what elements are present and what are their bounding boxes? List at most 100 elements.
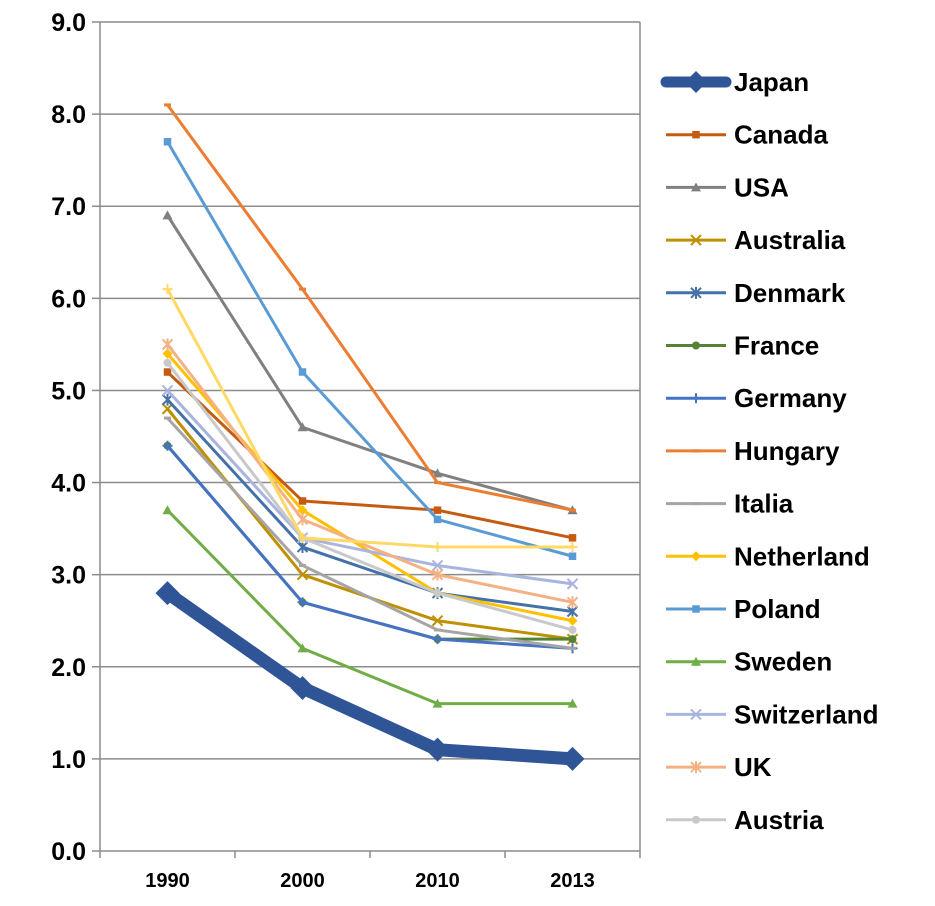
data-point (431, 615, 444, 627)
data-point (155, 581, 180, 606)
y-tick-label: 1.0 (51, 746, 86, 774)
data-point (298, 497, 307, 505)
legend-label: USA (734, 172, 789, 202)
data-point (567, 698, 578, 708)
legend-item-hungary: Hungary (666, 436, 840, 466)
series-line (166, 140, 574, 558)
series-switzerland (161, 384, 579, 590)
legend-label: Denmark (734, 278, 846, 308)
legend-swatch-marker (690, 761, 702, 774)
legend-label: Italia (734, 489, 794, 519)
data-point (568, 552, 577, 560)
data-point (298, 368, 307, 376)
legend-label: Japan (734, 67, 809, 97)
legend-label: Hungary (734, 436, 840, 466)
data-point (431, 559, 444, 572)
series-line (166, 444, 574, 650)
data-point (567, 542, 578, 553)
data-point (297, 505, 308, 516)
series-poland (163, 137, 577, 560)
series-line (166, 103, 574, 512)
legend-swatch-marker (690, 708, 702, 721)
data-point (433, 589, 442, 598)
y-tick-label: 8.0 (51, 101, 86, 129)
series-unlabeled (162, 284, 578, 553)
series-japan (155, 581, 585, 771)
data-point (432, 468, 443, 478)
legend-swatch-marker (690, 286, 702, 299)
legend: Japan Canada USA Australia Denmark France Germ… (660, 67, 878, 835)
data-point (161, 338, 174, 351)
legend-swatch-marker (692, 815, 700, 824)
data-point (567, 615, 578, 626)
legend-item-austria: Austria (666, 805, 824, 835)
y-tick-label: 3.0 (51, 562, 86, 590)
data-point (297, 532, 308, 543)
y-tick-label: 6.0 (51, 285, 86, 313)
data-point (432, 698, 443, 708)
data-point (162, 284, 173, 295)
series-lines (155, 103, 585, 771)
series-line (166, 342, 574, 604)
data-point (297, 597, 308, 608)
y-tick-label: 4.0 (51, 470, 86, 498)
data-point (163, 358, 172, 367)
legend-swatch-marker (692, 130, 700, 139)
data-point (566, 596, 579, 609)
y-tick-label: 7.0 (51, 193, 86, 221)
legend-label: Canada (734, 120, 828, 150)
legend-swatch-marker (692, 605, 700, 613)
legend-label: Germany (734, 383, 847, 413)
data-point (425, 737, 450, 762)
data-point (431, 568, 444, 581)
data-point (568, 635, 577, 644)
data-point (163, 137, 172, 146)
data-point (566, 578, 579, 590)
data-point (297, 422, 308, 432)
series-line (166, 287, 574, 549)
series-line (166, 388, 574, 586)
legend-label: Switzerland (734, 699, 878, 729)
legend-item-australia: Australia (666, 225, 846, 255)
series-line (166, 416, 574, 650)
x-tick-label: 1990 (145, 870, 190, 892)
legend-item-canada: Canada (666, 120, 828, 150)
data-point (568, 625, 577, 634)
y-tick-label: 2.0 (51, 654, 86, 682)
series-italia (164, 416, 576, 650)
legend-swatch-marker (685, 71, 707, 93)
data-point (161, 384, 174, 397)
series-uk (161, 338, 579, 609)
data-point (433, 515, 442, 524)
legend-item-italia: Italia (666, 489, 794, 519)
series-line (161, 586, 579, 766)
legend-item-sweden: Sweden (666, 647, 832, 677)
data-point (433, 506, 442, 514)
data-point (161, 403, 174, 415)
legend-item-uk: UK (666, 752, 772, 782)
series-usa (162, 210, 578, 515)
data-point (297, 643, 308, 653)
legend-label: Austria (734, 805, 824, 835)
legend-item-poland: Poland (666, 594, 821, 624)
axes: 0.0 1.0 2.0 3.0 4.0 5.0 6.0 7.0 8.0 9.0 1990 2000 20… (51, 9, 641, 892)
series-austria (163, 358, 577, 634)
y-tick-label: 5.0 (51, 377, 86, 405)
data-point (162, 348, 173, 359)
series-line (166, 508, 574, 706)
series-line (166, 352, 574, 623)
legend-swatch-marker (691, 551, 701, 562)
legend-swatch-marker (691, 393, 701, 404)
data-point (290, 675, 315, 700)
x-tick-label: 2000 (280, 870, 325, 892)
legend-label: France (734, 331, 819, 361)
legend-item-netherland: Netherland (666, 541, 870, 571)
data-point (163, 368, 172, 376)
legend-item-switzerland: Switzerland (666, 699, 878, 729)
data-point (432, 542, 443, 553)
data-point (162, 210, 173, 220)
y-tick-label: 9.0 (51, 9, 86, 37)
series-hungary (164, 103, 576, 512)
legend-label: Sweden (734, 647, 832, 677)
